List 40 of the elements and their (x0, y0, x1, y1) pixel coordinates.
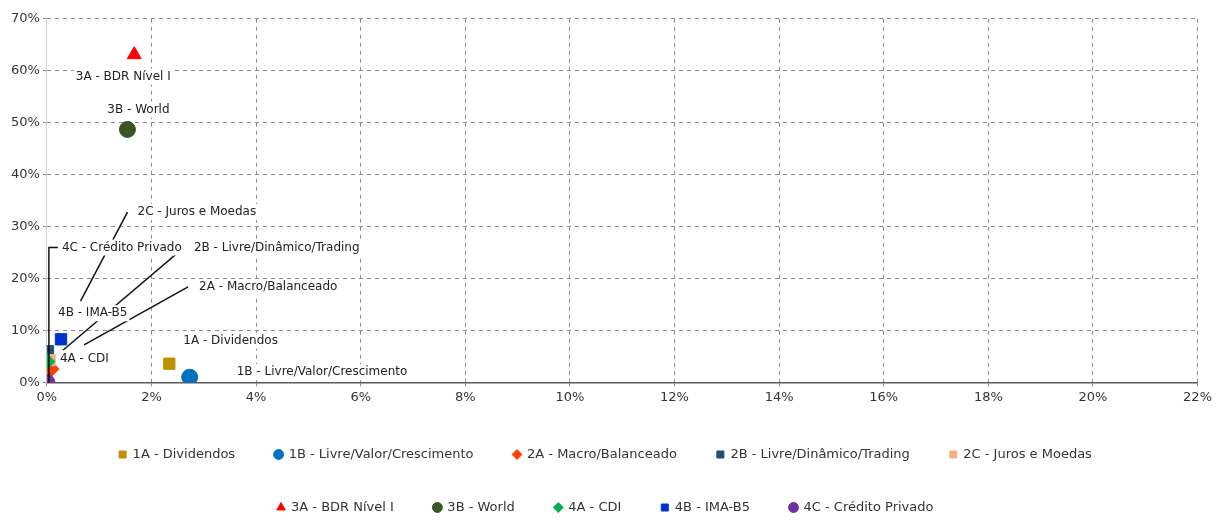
text: 2A - Macro/Balanceado (199, 279, 338, 294)
text: 2B - Livre/Dinâmico/Trading (193, 240, 360, 255)
legend-label: 2C - Juros e Moedas (963, 445, 1093, 461)
x-tick-label: 22% (1183, 388, 1213, 404)
y-tick-label: 0% (19, 373, 40, 389)
legend-label: 1B - Livre/Valor/Crescimento (288, 445, 474, 461)
text: 2C - Juros e Moedas (137, 204, 257, 219)
x-tick-label: 18% (973, 388, 1003, 404)
y-tick-label: 20% (10, 269, 40, 285)
legend-label: 1A - Dividendos (132, 445, 236, 461)
legend-label: 3B - World (447, 498, 515, 514)
x-tick-label: 14% (764, 388, 794, 404)
y-tick-label: 30% (10, 217, 40, 233)
x-tick-label: 16% (869, 388, 899, 404)
x-tick-label: 12% (660, 388, 689, 404)
x-tick-label: 8% (455, 388, 476, 404)
text: 4C - Crédito Privado (61, 239, 182, 254)
text: 3A - BDR Nível I (75, 68, 171, 83)
x-tick-label: 0% (36, 388, 58, 404)
text: 1A - Dividendos (183, 332, 278, 347)
x-tick-label: 6% (350, 388, 372, 404)
x-tick-label: 20% (1078, 388, 1108, 404)
y-tick-label: 40% (10, 166, 40, 181)
text: 3B - World (107, 101, 170, 116)
legend-label: 4B - IMA-B5 (674, 498, 751, 514)
legend-label: 4A - CDI (568, 498, 622, 514)
x-tick-label: 4% (245, 388, 267, 404)
y-tick-label: 60% (10, 62, 40, 78)
y-tick-label: 10% (10, 321, 40, 337)
legend-label: 2A - Macro/Balanceado (527, 445, 677, 461)
text: 4A - CDI (59, 350, 109, 365)
y-tick-label: 50% (10, 114, 40, 130)
x-tick-label: 2% (141, 388, 162, 404)
legend-label: 2B - Livre/Dinâmico/Trading (730, 445, 910, 461)
x-tick-label: 10% (555, 388, 585, 404)
legend-label: 3A - BDR Nível I (291, 498, 394, 514)
y-tick-label: 70% (10, 10, 40, 26)
text: 1B - Livre/Valor/Crescimento (236, 364, 408, 379)
text: 4B - IMA-B5 (58, 305, 128, 320)
legend-label: 4C - Crédito Privado (803, 498, 934, 514)
